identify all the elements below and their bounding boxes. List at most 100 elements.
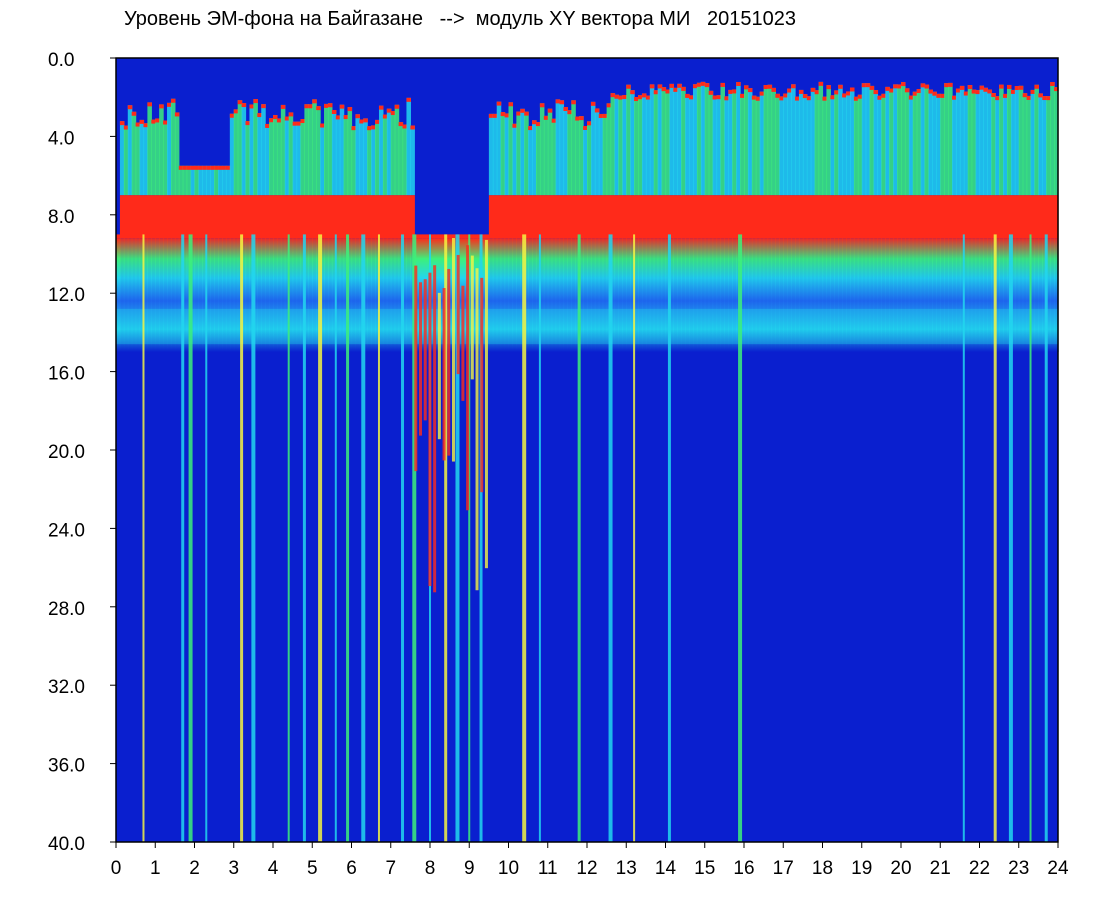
band-cell — [1026, 238, 1032, 352]
band-cell — [241, 195, 247, 239]
band-cell — [292, 195, 298, 239]
x-axis: 0 1 2 3 4 5 6 7 8 9 10 11 12 13 14 15 16 17 18 19 20 21 22 23 24 — [111, 842, 1069, 879]
band-cell — [139, 119, 145, 196]
band-cell — [673, 238, 678, 352]
disturbance-line — [538, 234, 541, 842]
band-cell — [995, 195, 1000, 239]
band-cell — [630, 238, 635, 352]
band-cell — [182, 238, 188, 352]
band-cell — [685, 195, 690, 239]
band-cell — [826, 85, 831, 196]
band-cell — [634, 97, 639, 102]
band-cell — [543, 238, 549, 352]
band-cell — [853, 96, 859, 196]
band-cell — [700, 81, 706, 196]
band-cell — [649, 84, 655, 196]
band-cell — [775, 238, 780, 352]
disturbance-line — [466, 245, 470, 511]
band-cell — [422, 234, 427, 239]
band-cell — [245, 238, 251, 352]
band-cell — [590, 101, 596, 196]
band-cell — [465, 234, 470, 239]
band-cell — [740, 238, 745, 352]
band-cell — [869, 85, 875, 90]
band-cell — [308, 104, 313, 196]
band-cell — [512, 195, 517, 239]
band-cell — [139, 119, 145, 124]
disturbance-line — [480, 277, 484, 493]
band-cell — [249, 195, 254, 239]
band-cell — [547, 108, 553, 113]
band-cell — [857, 195, 863, 239]
band-cell — [724, 96, 729, 196]
band-cell — [692, 84, 698, 89]
band-cell — [740, 93, 745, 98]
band-cell — [767, 84, 773, 89]
band-cell — [441, 234, 447, 239]
band-cell — [300, 195, 305, 239]
band-cell — [944, 238, 949, 352]
band-cell — [865, 195, 871, 239]
band-cell — [995, 96, 1000, 196]
band-cell — [1003, 238, 1008, 352]
band-cell — [123, 125, 129, 196]
band-cell — [221, 165, 227, 170]
x-tick-label: 17 — [773, 858, 794, 879]
band-cell — [512, 123, 517, 196]
band-cell — [1038, 195, 1043, 239]
band-cell — [559, 238, 565, 352]
band-cell — [975, 238, 981, 352]
band-cell — [312, 195, 317, 239]
disturbance-line — [442, 288, 446, 461]
band-cell — [355, 114, 360, 196]
band-cell — [638, 195, 643, 239]
band-cell — [834, 238, 839, 352]
band-cell — [143, 123, 148, 196]
band-cell — [744, 238, 749, 352]
band-cell — [587, 238, 592, 352]
band-cell — [916, 238, 922, 352]
band-cell — [335, 115, 341, 196]
band-cell — [304, 104, 309, 196]
band-cell — [806, 96, 812, 196]
band-cell — [579, 238, 584, 352]
band-cell — [402, 238, 408, 352]
band-cell — [524, 238, 529, 352]
band-cell — [225, 238, 231, 352]
band-cell — [952, 95, 957, 196]
band-cell — [645, 238, 651, 352]
band-cell — [983, 87, 988, 92]
band-cell — [771, 195, 776, 239]
band-cell — [249, 104, 254, 109]
band-cell — [999, 84, 1004, 89]
band-cell — [433, 238, 439, 352]
band-cell — [912, 238, 918, 352]
band-cell — [335, 238, 341, 352]
band-cell — [983, 195, 988, 239]
band-cell — [673, 87, 678, 196]
band-cell — [167, 238, 172, 352]
band-cell — [787, 88, 792, 196]
band-cell — [944, 83, 949, 88]
band-cell — [555, 99, 561, 104]
band-cell — [273, 115, 278, 120]
band-cell — [849, 87, 855, 196]
band-cell — [186, 165, 192, 196]
band-cell — [806, 238, 812, 352]
disturbance-line — [318, 234, 323, 842]
band-cell — [386, 238, 392, 352]
band-cell — [991, 195, 996, 239]
band-cell — [928, 89, 933, 196]
band-cell — [394, 238, 400, 352]
band-cell — [382, 195, 388, 239]
band-cell — [618, 95, 623, 100]
band-cell — [206, 165, 211, 170]
band-cell — [198, 238, 203, 352]
band-cell — [233, 109, 239, 114]
band-cell — [728, 238, 733, 352]
band-cell — [449, 238, 455, 352]
band-cell — [759, 91, 765, 196]
band-cell — [245, 121, 251, 126]
band-cell — [563, 195, 568, 239]
band-cell — [897, 195, 902, 239]
